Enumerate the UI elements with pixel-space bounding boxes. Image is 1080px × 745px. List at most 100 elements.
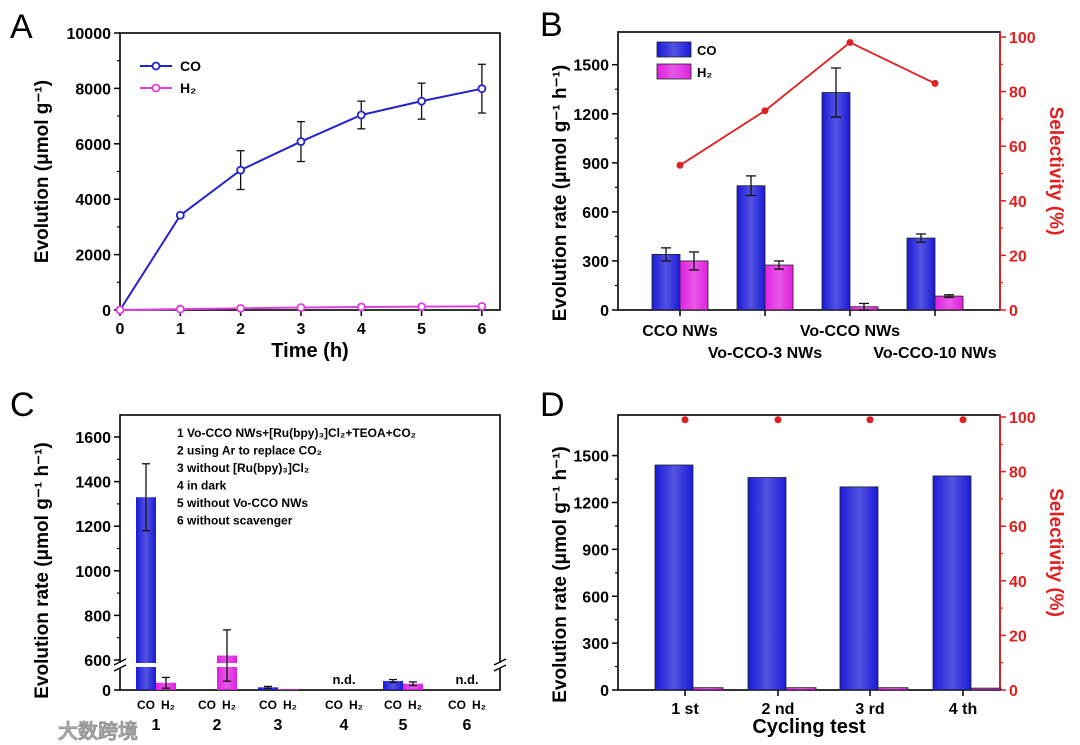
y2-axis-label: Selectivity (%): [1045, 107, 1066, 236]
axis-break-mark: [113, 664, 127, 672]
selectivity-line: [679, 41, 936, 167]
data-point: [115, 305, 125, 315]
y-axis-c-tick-label: 800: [84, 608, 111, 625]
selectivity-point: [931, 79, 939, 87]
axis-break-gap: [116, 663, 124, 668]
y2-axis-label: Selectivity (%): [1045, 488, 1066, 617]
y-axis-a-label: Evolution (μmol g⁻¹): [32, 80, 53, 263]
bar-co: [736, 185, 766, 311]
legend-label-0: CO: [697, 43, 717, 58]
y2-axis-B-tick-label: 0: [1009, 303, 1018, 320]
y-axis-B-tick-label: 1500: [573, 58, 609, 75]
y-axis-label: Evolution rate (μmol g⁻¹ h⁻¹): [550, 65, 571, 322]
x-category-label: 2 nd: [762, 701, 795, 718]
y-axis-c-tick-label: 1000: [75, 564, 111, 581]
axis-break-gap: [496, 663, 504, 668]
axis-break-mark: [493, 664, 507, 672]
bar-co: [839, 486, 879, 691]
sub-label-co: CO: [325, 698, 343, 712]
data-point: [477, 84, 487, 94]
y-axis-a-tick-label: 2000: [75, 248, 111, 265]
bar-h2: [692, 687, 724, 691]
y-axis-a-tick-label: 10000: [67, 26, 112, 43]
chart-b: 0 300 600 900 1200 1500 0 20 40 60 80 100 Evolution …: [550, 30, 1066, 362]
bar-co: [747, 477, 787, 691]
y-axis-c-label: Evolution rate (μmol g⁻¹ h⁻¹): [32, 442, 53, 699]
x-axis-a-tick-label: 6: [477, 321, 486, 338]
selectivity-point: [761, 107, 769, 115]
bar-co: [906, 237, 936, 311]
y-axis-B-tick-label: 0: [600, 303, 609, 320]
x-category-label: 4: [340, 717, 349, 734]
chart-a: 0 2000 4000 6000 8000 10000 0 1 2 3 4 5 6 Time (h) Evo…: [32, 26, 501, 362]
y-axis-D-tick-label: 0: [600, 683, 609, 700]
data-point: [356, 302, 366, 312]
not-detected-label: n.d.: [332, 672, 355, 687]
y-axis-a-tick-label: 8000: [75, 81, 111, 98]
sub-label-h2: H₂: [408, 698, 422, 712]
y2-axis-D-tick-label: 20: [1009, 628, 1027, 645]
selectivity-point: [959, 416, 967, 424]
bar-h2: [278, 689, 298, 690]
x-category-label: 3 rd: [855, 701, 884, 718]
condition-legend-item: 6 without scavenger: [177, 514, 293, 528]
legend-label-1: H₂: [180, 80, 196, 96]
sub-label-h2: H₂: [161, 698, 175, 712]
x-category-label: 1 st: [671, 701, 699, 718]
y2-axis-B-tick-label: 40: [1009, 194, 1027, 211]
sub-label-co: CO: [448, 698, 466, 712]
y-axis-B-tick-label: 900: [582, 156, 609, 173]
y-axis-B-tick-label: 1200: [573, 107, 609, 124]
bar-h2: [785, 687, 817, 691]
selectivity-point: [676, 161, 684, 169]
bar-h2: [934, 295, 964, 311]
y-axis-D-tick-label: 1200: [573, 496, 609, 513]
axis-break-mark: [493, 658, 507, 666]
x-axis-a-tick-label: 2: [236, 321, 245, 338]
condition-legend-item: 4 in dark: [177, 479, 227, 493]
legend-marker-1: [151, 83, 161, 93]
bar-co: [654, 464, 694, 691]
condition-legend-item: 5 without Vo-CCO NWs: [177, 496, 308, 510]
plot-area-c: [119, 414, 501, 691]
bar-break-gap: [135, 663, 157, 667]
y2-axis-B-tick-label: 100: [1009, 30, 1036, 47]
bar-co: [136, 497, 156, 690]
y2-axis-D-tick-label: 40: [1009, 574, 1027, 591]
condition-legend-item: 1 Vo-CCO NWs+[Ru(bpy)₃]Cl₂+TEOA+CO₂: [177, 426, 416, 440]
x-category-label: 1: [152, 717, 161, 734]
legend-swatch-1: [656, 63, 692, 80]
not-detected-label: n.d.: [455, 672, 478, 687]
y-axis-c-tick-label: 1200: [75, 519, 111, 536]
y2-axis-B-tick-label: 20: [1009, 248, 1027, 265]
y-axis-D-tick-label: 300: [582, 636, 609, 653]
x-category-label: Vo-CCO NWs: [800, 323, 900, 340]
sub-label-h2: H₂: [349, 698, 363, 712]
legend-swatch-0: [656, 41, 692, 58]
chart-d: 0 300 600 900 1200 1500 0 20 40 60 80 100 Evolution …: [550, 410, 1066, 738]
data-point: [477, 301, 487, 311]
condition-legend-item: 3 without [Ru(bpy)₃]Cl₂: [177, 461, 309, 475]
y2-axis-D-tick-label: 100: [1009, 410, 1036, 427]
bar-co: [932, 475, 972, 691]
selectivity-point: [681, 416, 689, 424]
y-axis-c-tick-label: 1400: [75, 475, 111, 492]
sub-label-co: CO: [198, 698, 216, 712]
y-axis-D-tick-label: 600: [582, 589, 609, 606]
x-category-label: 5: [399, 717, 408, 734]
panel-label-d: D: [540, 386, 565, 424]
x-category-label: Vo-CCO-3 NWs: [708, 345, 822, 362]
bar-co: [651, 253, 681, 311]
y2-axis-B-tick-label: 60: [1009, 139, 1027, 156]
bar-h2: [403, 683, 423, 690]
selectivity-point: [774, 416, 782, 424]
selectivity-point: [846, 38, 854, 46]
y-axis-D-tick-label: 900: [582, 542, 609, 559]
y-axis-c-tick-label: 0: [102, 683, 111, 700]
panel-label-c: C: [10, 386, 35, 424]
y-axis-c-tick-label: 1600: [75, 430, 111, 447]
bar-h2: [970, 687, 1002, 691]
chart-c: 600 800 1000 1200 1400 1600 0 Evolution rate (μ…: [32, 414, 507, 734]
y-axis-c-tick-label: 600: [84, 653, 111, 670]
